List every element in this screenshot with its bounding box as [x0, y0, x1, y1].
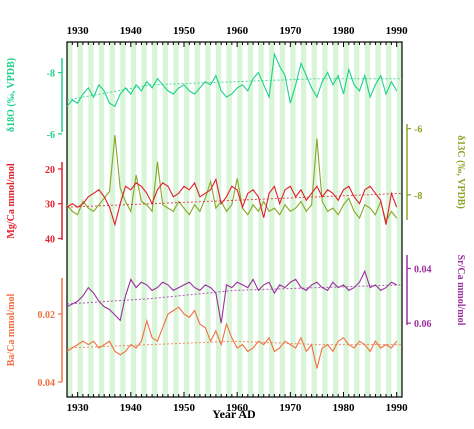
- year-band: [237, 42, 243, 397]
- srca-trend-line: [66, 284, 403, 305]
- top-tick-label: 1970: [279, 25, 302, 37]
- top-tick-label: 1940: [120, 25, 143, 37]
- top-tick-label: 1960: [226, 25, 249, 37]
- x-axis-title: Year AD: [212, 407, 256, 421]
- year-band: [269, 42, 275, 397]
- top-tick-label: 1990: [386, 25, 409, 37]
- year-band: [396, 42, 402, 397]
- mgca-series-line: [66, 177, 398, 227]
- srca-series-line: [66, 269, 397, 324]
- baca-series-line: [66, 306, 398, 369]
- srca-y-tick-label: 0.06: [414, 319, 432, 330]
- d13c-y-tick-label: -8: [414, 191, 422, 202]
- plot-frame: [66, 41, 403, 398]
- panel-baca: 0.02 0.04 Ba/Ca mmol/mol: [6, 278, 402, 389]
- year-band: [290, 42, 296, 397]
- year-band: [322, 42, 328, 397]
- top-tick-label: 1980: [333, 25, 356, 37]
- year-band: [67, 42, 73, 397]
- d18o-trend-line: [66, 78, 402, 101]
- year-band: [375, 42, 381, 397]
- bottom-tick-label: 1960: [226, 402, 249, 414]
- year-band: [183, 42, 190, 397]
- mgca-y-tick-label: 40: [45, 235, 55, 246]
- d18o-series-line: [66, 52, 398, 108]
- year-band: [386, 42, 392, 397]
- bottom-tick-label: 1940: [120, 402, 143, 414]
- year-band: [343, 42, 349, 397]
- year-band: [215, 42, 222, 397]
- srca-y-label: Sr/Ca mmol/mol: [455, 255, 466, 326]
- top-x-axis: 1930 1940 1950 1960 1970 1980 1990: [66, 25, 409, 47]
- panel-mgca: 20 30 40 Mg/Ca mmol/mol: [6, 162, 403, 246]
- d13c-y-label: δ13C (‰, VPDB): [455, 135, 466, 209]
- year-band: [194, 42, 200, 397]
- bottom-x-axis: 1930 1940 1950 1960 1970 1980 1990: [66, 392, 409, 414]
- year-band: [120, 42, 126, 397]
- d13c-series-line: [66, 135, 398, 223]
- top-tick-label: 1950: [173, 25, 196, 37]
- year-band: [109, 42, 115, 397]
- d18o-y-tick-label: -6: [47, 130, 55, 141]
- year-band: [258, 42, 264, 397]
- d13c-y-tick-label: -6: [414, 125, 422, 136]
- year-band: [152, 42, 158, 397]
- year-band: [247, 42, 254, 397]
- top-tick-label: 1930: [67, 25, 90, 37]
- baca-y-tick-label: 0.04: [38, 378, 56, 389]
- year-band: [354, 42, 360, 397]
- baca-y-label: Ba/Ca mmol/mol: [6, 294, 17, 367]
- srca-y-tick-label: 0.04: [414, 265, 432, 276]
- year-band: [173, 42, 179, 397]
- mgca-y-tick-label: 30: [45, 200, 55, 211]
- bottom-tick-label: 1970: [279, 402, 302, 414]
- bottom-tick-label: 1950: [173, 402, 196, 414]
- year-band: [332, 42, 339, 397]
- panel-d13c: -8 -6 δ13C (‰, VPDB): [66, 124, 466, 223]
- year-band: [130, 42, 137, 397]
- year-band: [88, 42, 94, 397]
- year-band: [226, 42, 232, 397]
- mgca-y-label: Mg/Ca mmol/mol: [6, 163, 17, 238]
- year-band: [300, 42, 307, 397]
- year-band: [311, 42, 317, 397]
- mgca-y-tick-label: 20: [45, 165, 55, 176]
- bottom-tick-label: 1980: [333, 402, 356, 414]
- year-band: [162, 42, 169, 397]
- year-band: [364, 42, 371, 397]
- year-band: [98, 42, 105, 397]
- panel-d18o: -8 -6 δ18O (‰, VPDB): [6, 52, 402, 141]
- d18o-y-label: δ18O (‰, VPDB): [6, 58, 17, 132]
- year-band: [279, 42, 286, 397]
- year-band: [77, 42, 83, 397]
- baca-y-tick-label: 0.02: [38, 310, 56, 321]
- proxy-panels: -8 -6 δ18O (‰, VPDB) -8 -6 δ13C (‰, VPDB) 20 30…: [6, 52, 466, 389]
- panel-srca: 0.04 0.06 Sr/Ca mmol/mol: [66, 255, 466, 330]
- bottom-tick-label: 1930: [67, 402, 90, 414]
- year-bands: [67, 42, 402, 397]
- d18o-y-tick-label: -8: [47, 69, 55, 80]
- bottom-tick-label: 1990: [386, 402, 409, 414]
- year-band: [205, 42, 211, 397]
- year-band: [141, 42, 147, 397]
